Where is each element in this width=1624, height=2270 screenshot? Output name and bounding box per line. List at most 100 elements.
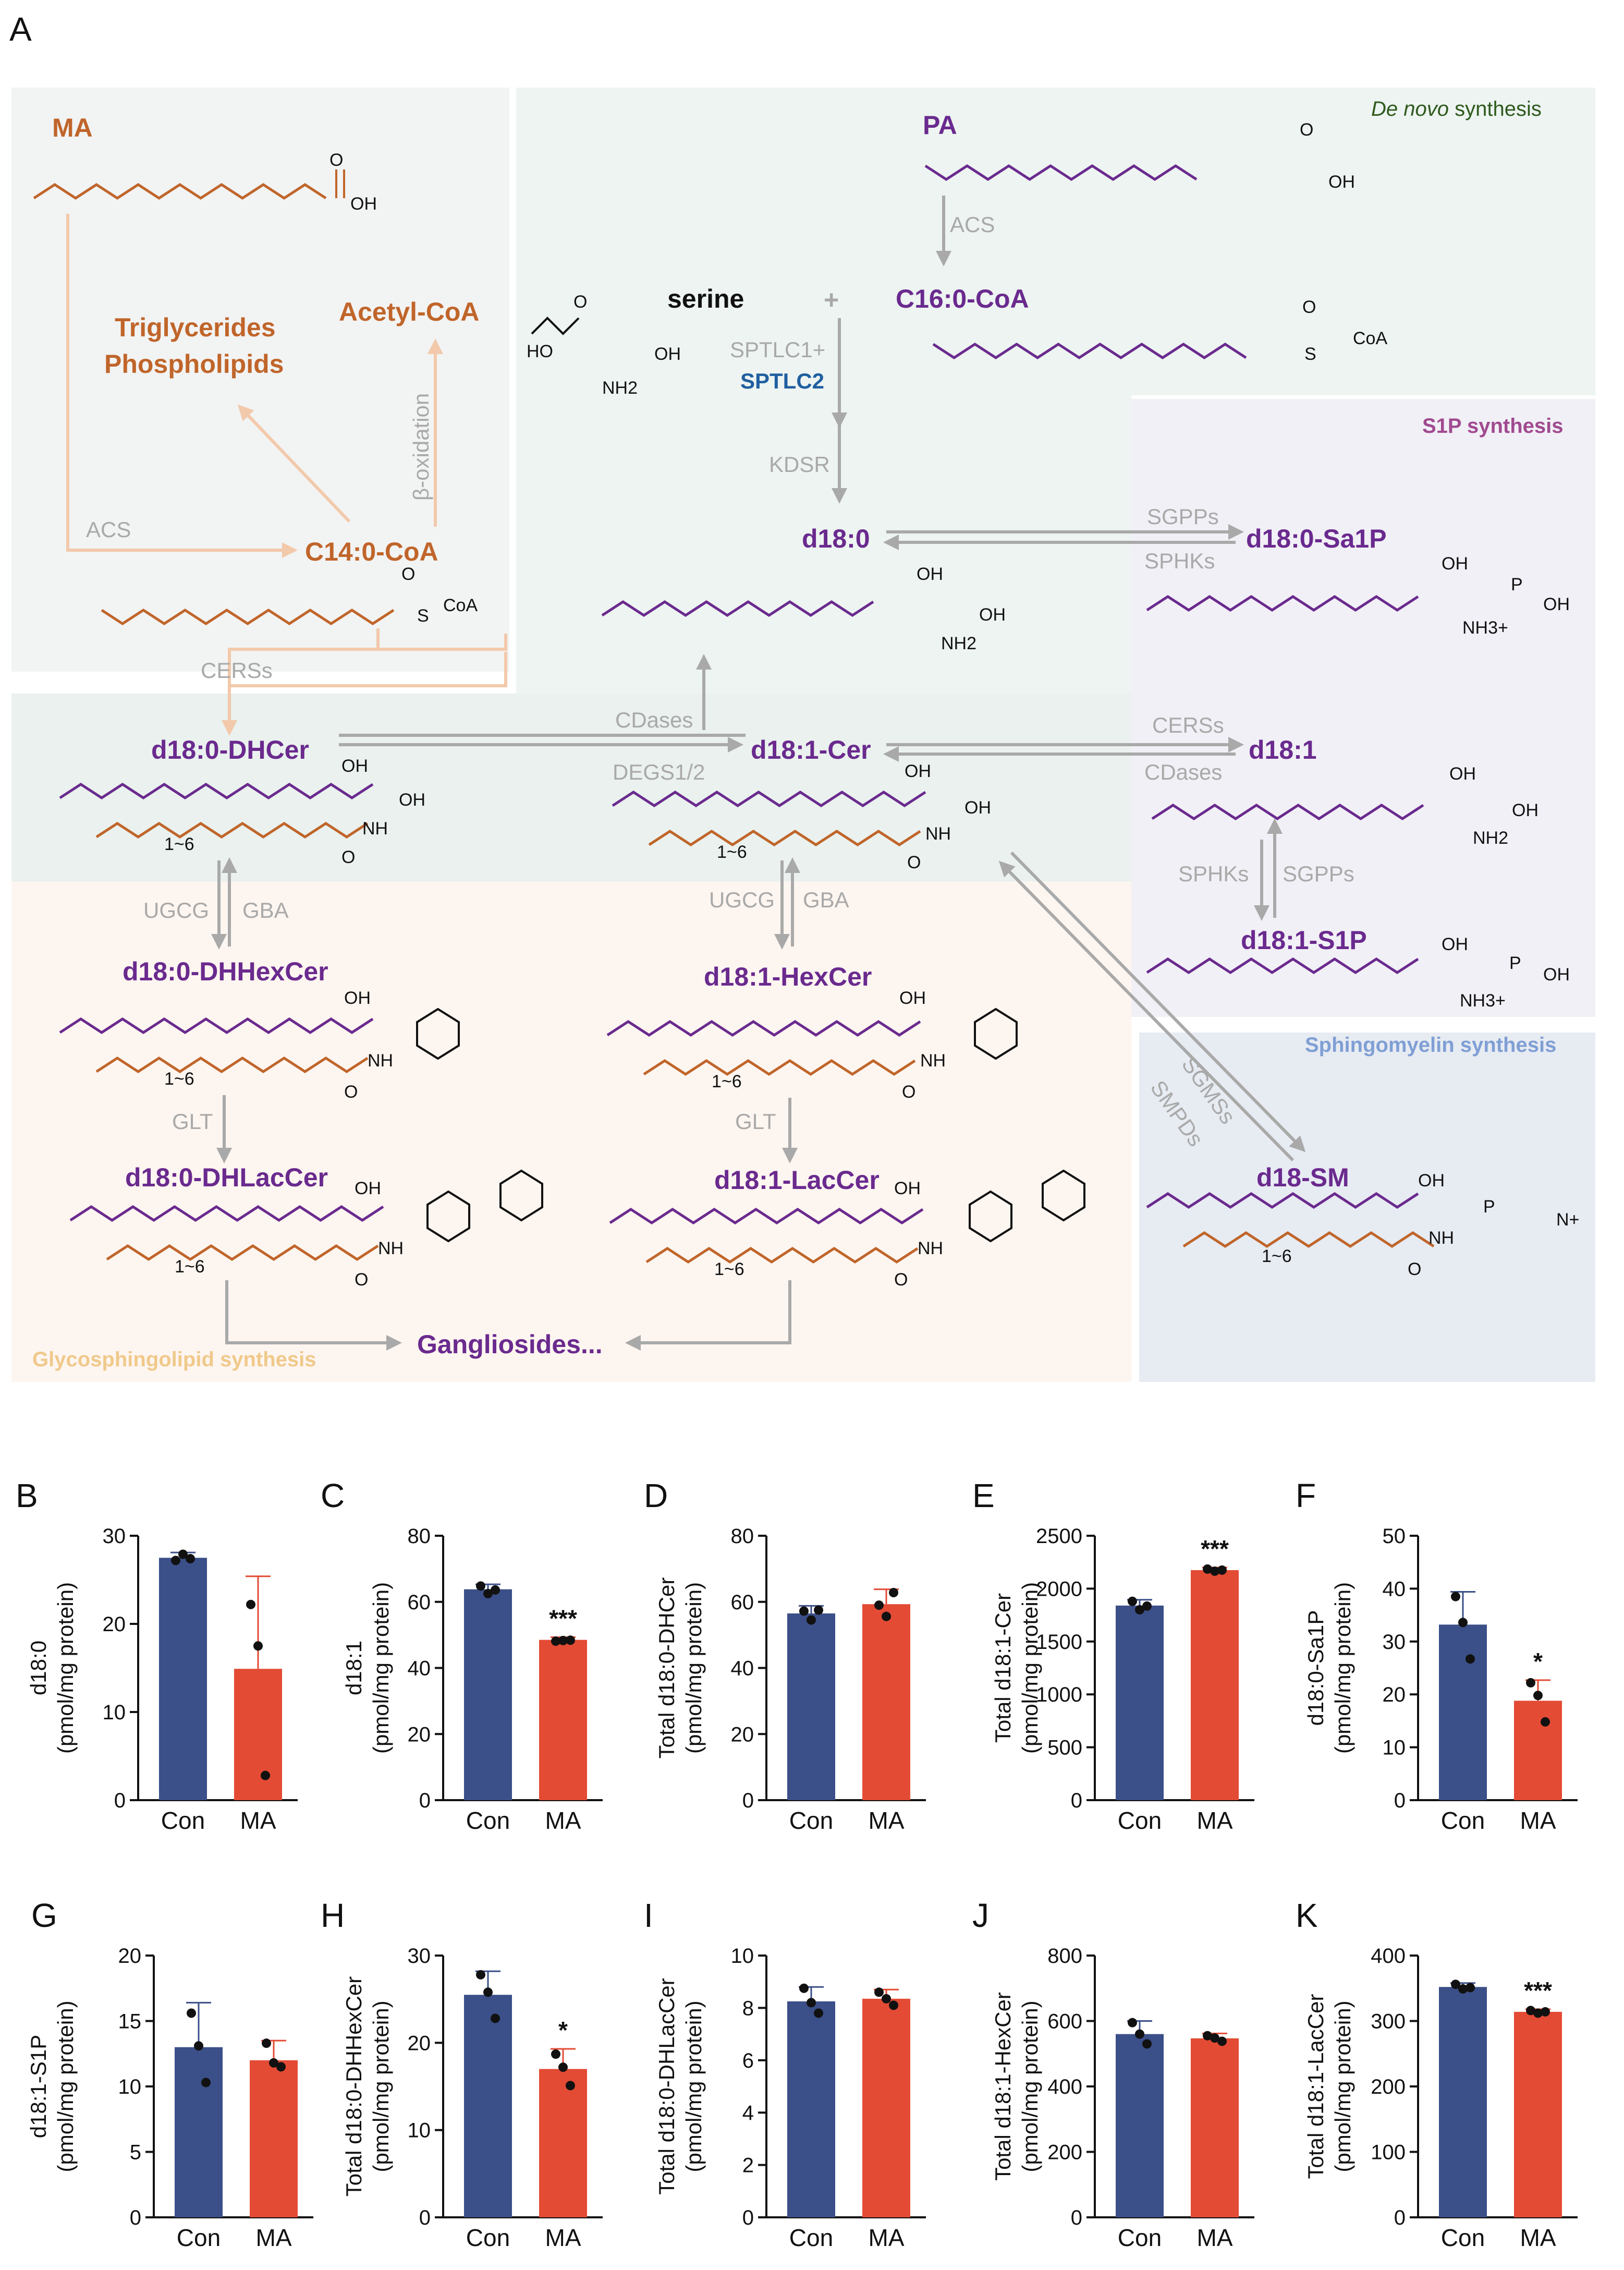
metabolite-d180-sa1p: d18:0-Sa1P: [1246, 524, 1387, 553]
data-point-k-ma: [1533, 2008, 1543, 2018]
chart-h: H 0 10 20 30 Total d18:0-DHHexCer (pmol/mg pro…: [321, 1897, 603, 2251]
y-tick-label-f: 50: [1383, 1525, 1406, 1548]
region-glyco-background: [11, 881, 1131, 1382]
dhlaccer-oh-label: OH: [355, 1179, 381, 1198]
y-axis-label-k: Total d18:1-LacCer: [1303, 1994, 1328, 2179]
arrow-dhlaccer-gangliosides: [225, 1280, 402, 1351]
data-point-e-con: [1142, 1601, 1152, 1611]
bar-d-ma: [862, 1604, 910, 1800]
metabolite-triglycerides: Triglycerides: [115, 313, 276, 342]
y-tick-label-e: 2000: [1036, 1577, 1082, 1600]
data-point-i-con: [814, 2008, 823, 2018]
serine-ho-label: HO: [527, 342, 553, 361]
panel-letter-j: J: [972, 1897, 989, 1934]
cer-o-label: O: [907, 853, 921, 872]
chart-c: C 0 20 40 60 80 d18:1 (pmol/mg protein) Con MA ***: [321, 1477, 603, 1834]
dhhexcer-sphingoid-chain: [59, 1017, 374, 1034]
y-tick-label-f: 40: [1383, 1577, 1406, 1600]
y-axis-unit-b: (pmol/mg protein): [53, 1582, 78, 1754]
y-tick-label-c: 60: [408, 1591, 431, 1614]
enzyme-beta-oxidation: β-oxidation: [409, 393, 433, 501]
data-point-c-ma: [566, 1635, 575, 1645]
bar-k-con: [1439, 1987, 1487, 2217]
hexcer-acyl-chain: [643, 1059, 916, 1076]
y-tick-label-i: 4: [742, 2102, 754, 2125]
enzyme-cerss-right: CERSs: [1152, 713, 1224, 737]
x-tick-label-c: Con: [466, 1807, 510, 1834]
y-tick-label-f: 10: [1383, 1737, 1406, 1759]
d181-oh-label: OH: [1449, 764, 1476, 784]
region-glyco-title: Glycosphingolipid synthesis: [32, 1348, 316, 1371]
enzyme-kdsr: KDSR: [769, 452, 830, 477]
sm-acyl-chain: [1182, 1231, 1435, 1248]
panel-letter-h: H: [321, 1897, 345, 1934]
enzyme-cerss-left: CERSs: [201, 658, 273, 683]
dhlaccer-rep-label: 1~6: [175, 1257, 205, 1277]
y-tick-label-e: 1500: [1036, 1631, 1082, 1654]
y-tick-label-g: 20: [118, 1945, 142, 1968]
bar-e-ma: [1191, 1570, 1239, 1800]
serine-nh2-label: NH2: [602, 378, 638, 398]
region-s1p-title: S1P synthesis: [1422, 415, 1564, 438]
sm-nh-label: NH: [1428, 1228, 1454, 1248]
dhlaccer-acyl-chain: [106, 1244, 379, 1261]
metabolite-pa: PA: [923, 111, 957, 140]
y-tick-label-c: 80: [408, 1525, 431, 1548]
chart-e: E 0 500 1000 1500 2000 2500 Total d18:1-Cer (pmo…: [972, 1477, 1254, 1834]
enzyme-ugcg-mid: UGCG: [709, 888, 775, 912]
d180-oh2-label: OH: [979, 605, 1006, 625]
y-tick-label-j: 800: [1047, 1945, 1082, 1968]
data-point-c-con: [491, 1585, 500, 1595]
data-point-h-ma: [566, 2081, 575, 2091]
c14coa-s-label: S: [417, 606, 429, 626]
enzyme-gba-mid: GBA: [803, 888, 849, 912]
bar-j-con: [1116, 2034, 1164, 2217]
y-tick-label-b: 30: [103, 1525, 126, 1548]
data-point-b-con: [171, 1556, 180, 1565]
x-tick-label-j: MA: [1197, 2224, 1233, 2251]
bar-e-con: [1116, 1605, 1164, 1800]
arrow-cer-sgmss: [1010, 851, 1306, 1152]
panel-letter-e: E: [972, 1477, 995, 1514]
enzyme-degs: DEGS1/2: [613, 760, 705, 784]
data-point-b-ma: [246, 1599, 255, 1609]
y-axis-unit-c: (pmol/mg protein): [369, 1582, 393, 1754]
d181-oh2-label: OH: [1512, 800, 1538, 820]
laccer-oh-label: OH: [894, 1179, 921, 1198]
bar-d-con: [787, 1613, 835, 1800]
arrow-to-triglycerides: [237, 404, 351, 523]
s1p-p-label: P: [1509, 953, 1521, 973]
metabolite-c16coa: C16:0-CoA: [896, 284, 1029, 313]
y-axis-label-g: d18:1-S1P: [26, 2035, 51, 2138]
metabolite-d181-laccer: d18:1-LacCer: [714, 1166, 880, 1195]
y-axis-unit-j: (pmol/mg protein): [1018, 2000, 1042, 2172]
y-tick-label-j: 400: [1047, 2075, 1082, 2098]
y-tick-label-i: 8: [742, 1997, 754, 2020]
sm-oh-label: OH: [1418, 1171, 1445, 1191]
x-tick-label-f: Con: [1441, 1807, 1485, 1834]
data-point-j-con: [1142, 2039, 1152, 2049]
significance-e: ***: [1201, 1535, 1229, 1562]
panel-letter-f: F: [1296, 1477, 1316, 1514]
metabolite-d181-hexcer: d18:1-HexCer: [704, 962, 872, 991]
bar-c-con: [464, 1589, 512, 1800]
sa1p-oh-label: OH: [1442, 554, 1468, 574]
data-point-d-ma: [889, 1588, 898, 1598]
data-point-g-con: [194, 2041, 203, 2051]
metabolite-d181-cer: d18:1-Cer: [751, 735, 871, 764]
serine-o-label: O: [573, 292, 587, 312]
data-point-j-ma: [1203, 2031, 1212, 2041]
y-tick-label-e: 1000: [1036, 1683, 1082, 1706]
dhlaccer-sugar-rings: [426, 1169, 543, 1243]
ma-chain: [33, 183, 327, 200]
data-point-c-ma: [551, 1636, 560, 1646]
s1p-oh2-label: OH: [1543, 965, 1570, 985]
data-point-f-con: [1458, 1618, 1468, 1628]
region-ceramide-background: [11, 694, 1131, 881]
data-point-e-ma: [1210, 1566, 1219, 1576]
x-tick-label-d: Con: [789, 1807, 833, 1834]
y-tick-label-g: 10: [118, 2075, 142, 2098]
y-tick-label-i: 0: [742, 2206, 754, 2229]
data-point-f-con: [1466, 1654, 1475, 1664]
